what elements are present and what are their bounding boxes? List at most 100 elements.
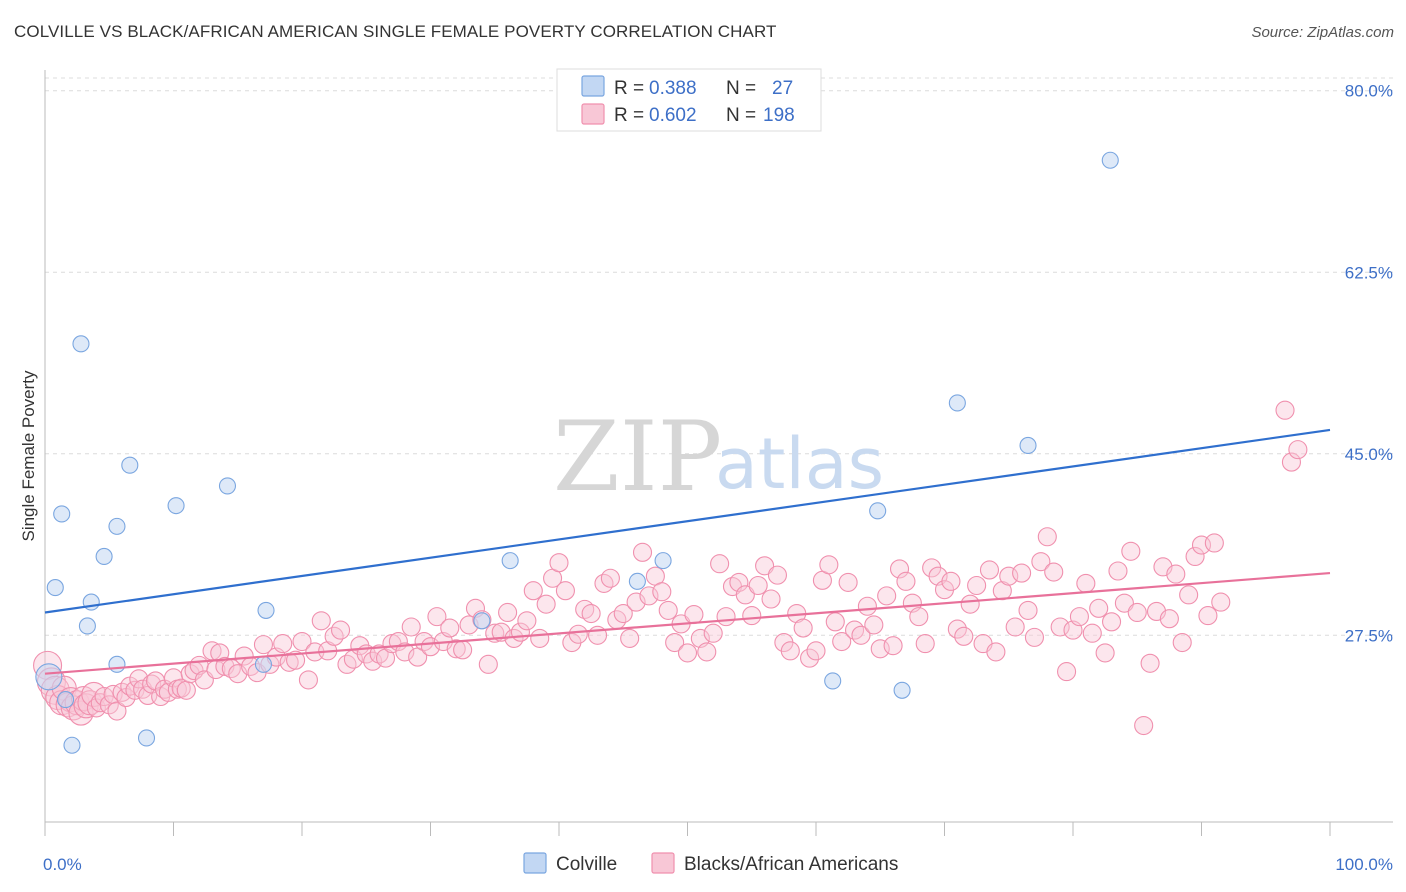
blacks-point [107,701,127,721]
blacks-point [286,650,306,670]
blacks-point [1018,600,1038,620]
blacks-point [703,623,723,643]
y-tick-label: 62.5% [1345,263,1393,282]
blacks-point [1089,598,1109,618]
blacks-point [298,670,318,690]
blacks-point [536,594,556,614]
legend-r-value-colville: 0.388 [649,78,697,99]
blacks-point [581,603,601,624]
blacks-point [652,582,672,602]
blacks-point [941,571,961,591]
legend-n-value-blacks: 198 [763,105,795,126]
trend-lines [44,428,1331,675]
blacks-point [658,600,678,620]
legend-r-label-colville: R = [614,78,644,99]
legend-r-value-blacks: 0.602 [649,105,697,126]
colville-point [121,456,139,474]
blacks-point [1140,653,1160,673]
bottom-legend-label-colville: Colville [556,854,617,875]
blacks-point [1102,612,1122,632]
blacks-point [1114,593,1134,613]
blacks-point [613,603,633,624]
blacks-point [1121,541,1141,561]
blacks-point [767,565,788,585]
colville-point [869,502,887,520]
series-colville-points [35,151,1119,754]
blacks-point [832,631,852,652]
blacks-point [273,634,293,654]
blacks-point [292,631,312,652]
bottom-legend-swatch-blacks [651,852,675,874]
blacks-point [857,596,877,616]
blacks-point [806,641,826,661]
blacks-point [864,615,884,635]
watermark-atlas: atlas [715,423,884,505]
colville-point [95,547,113,566]
blacks-point [710,554,730,574]
blacks-point [755,556,775,576]
blacks-point [523,581,543,601]
colville-point [108,655,126,673]
blacks-point [253,635,274,655]
blacks-point [1076,573,1096,593]
blacks-point [129,669,149,689]
colville-point [137,729,156,747]
colville-point [257,601,275,619]
blacks-point [1024,627,1044,647]
blacks-point [600,568,620,588]
colville-point [46,579,64,597]
blacks-point [549,553,569,573]
blacks-point [414,631,434,652]
colville-point [35,663,63,691]
blacks-point [176,680,196,700]
blacks-point [677,643,698,663]
blacks-point [639,586,659,606]
blacks-point [1281,452,1301,472]
colville-point [654,552,672,570]
x-tick-label-min: 0.0% [43,855,82,874]
chart-title: COLVILLE VS BLACK/AFRICAN AMERICAN SINGL… [14,22,777,41]
blacks-point [1134,715,1154,736]
colville-point [108,517,126,535]
legend-swatch-colville [581,75,605,97]
blacks-point [729,572,749,592]
blacks-point [1037,527,1057,547]
blacks-point [1127,602,1147,623]
blacks-point [1275,400,1295,420]
bottom-legend-label-blacks: Blacks/African Americans [684,854,898,875]
blacks-point [632,542,653,562]
colville-point [72,335,90,353]
legend: R = 0.388 N = 27 R = 0.602 N = 198 [556,68,822,132]
blacks-point [337,654,357,674]
legend-n-label-blacks: N = [726,105,756,126]
blacks-point [947,619,967,639]
blacks-point [1185,546,1205,567]
blacks-point [1172,633,1192,653]
blacks-point [1069,607,1089,627]
blacks-point [1108,561,1128,581]
blacks-point [427,607,447,627]
blacks-trend-line [44,571,1331,675]
blacks-point [498,602,518,623]
blacks-point [1005,617,1025,637]
blacks-point [967,575,987,596]
colville-point [628,572,646,590]
y-tick-labels: 27.5% 45.0% 62.5% 80.0% [1345,82,1393,646]
colville-point [53,505,71,523]
legend-r-label-blacks: R = [614,105,644,126]
blacks-point [889,559,910,579]
colville-point [893,681,911,699]
blacks-point [620,628,640,648]
blacks-point [986,642,1006,662]
blacks-point [1057,662,1077,682]
blacks-point [960,594,980,614]
blacks-point [954,626,974,646]
colville-point [824,672,842,690]
blacks-point [401,617,421,637]
legend-swatch-blacks [581,103,605,125]
bottom-legend: Colville Blacks/African Americans [523,852,898,875]
blacks-point [440,618,460,638]
blacks-point [530,628,550,648]
blacks-point [877,586,897,606]
colville-point [167,497,185,515]
